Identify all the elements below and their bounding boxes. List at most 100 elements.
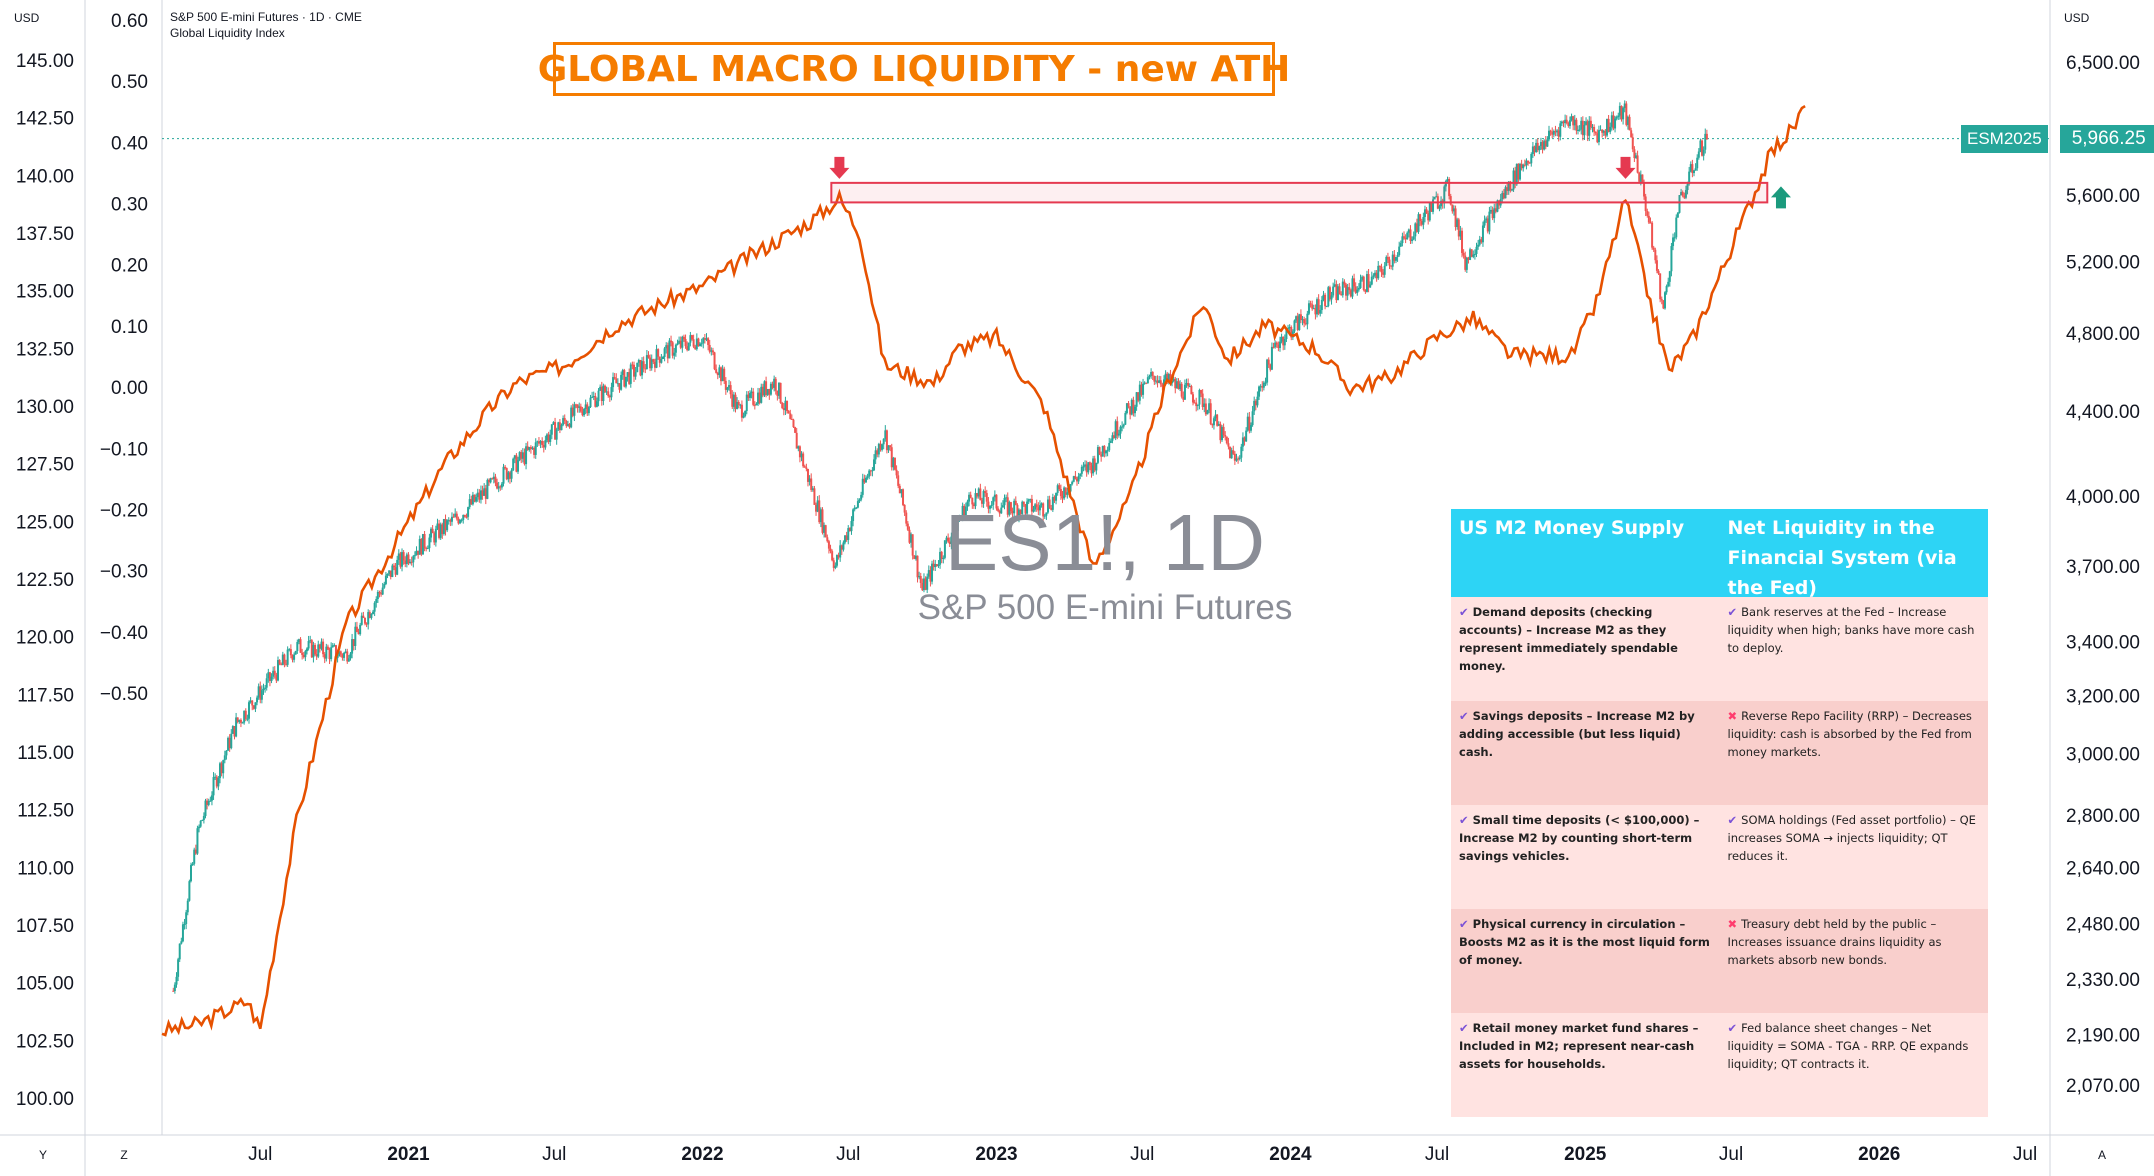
candle-body [1565, 119, 1568, 124]
candle-body [541, 441, 544, 446]
candle-body [1573, 119, 1576, 126]
liquidity-line [161, 104, 1806, 1037]
candle-body [850, 521, 853, 532]
candle-body [330, 647, 333, 660]
candle-body [639, 360, 642, 376]
y-button[interactable]: Y [39, 1148, 47, 1162]
candle-body [380, 593, 383, 595]
candle-body [821, 509, 824, 533]
candle-body [768, 388, 771, 395]
candle-body [1456, 219, 1459, 228]
left-outer-tick-label: 110.00 [17, 858, 74, 879]
candle-body [272, 670, 275, 677]
candle-body [1451, 204, 1454, 212]
candle-body [508, 472, 511, 479]
candle-body [1588, 120, 1591, 136]
candle-body [1071, 481, 1074, 485]
candle-body [1362, 276, 1365, 290]
candle-body [280, 664, 283, 666]
candle-body [864, 477, 867, 483]
candle-body [417, 550, 420, 555]
candle-body [363, 617, 366, 624]
candle-body [1575, 119, 1578, 131]
candle-body [478, 492, 481, 500]
left-outer-tick-label: 137.50 [16, 224, 74, 245]
candle-body [992, 497, 995, 505]
candle-body [351, 639, 354, 654]
z-button[interactable]: Z [120, 1148, 127, 1162]
candle-body [357, 632, 360, 635]
candle-body [238, 719, 241, 722]
candle-body [470, 499, 473, 505]
candle-body [1614, 118, 1617, 129]
candle-body [1372, 275, 1375, 277]
candle-body [1480, 239, 1483, 243]
left-outer-tick-label: 107.50 [16, 916, 74, 937]
candle-body [629, 364, 632, 384]
candle-body [1317, 299, 1320, 314]
table-body: ✔ Demand deposits (checking accounts) – … [1451, 597, 1988, 1117]
candle-body [314, 644, 317, 655]
candle-body [1212, 418, 1215, 426]
candle-body [291, 655, 294, 660]
candle-body [446, 520, 449, 531]
candle-body [1018, 509, 1021, 518]
table-cell-right: ✔ SOMA holdings (Fed asset portfolio) – … [1720, 805, 1989, 909]
a-button[interactable]: A [2098, 1148, 2106, 1162]
candle-body [1156, 380, 1159, 383]
candle-body [663, 348, 666, 357]
candle-body [468, 499, 471, 508]
candle-body [1649, 222, 1652, 224]
candle-body [1461, 230, 1464, 253]
candle-body [550, 424, 553, 435]
candle-body [343, 652, 346, 658]
candle-body [1103, 445, 1106, 454]
candle-body [750, 391, 753, 394]
candle-body [1140, 384, 1143, 395]
candle-body [1132, 399, 1135, 414]
candle-body [544, 440, 547, 448]
candle-body [1024, 504, 1027, 514]
candle-body [231, 726, 234, 734]
candle-body [1414, 223, 1417, 237]
candle-body [1008, 502, 1011, 515]
candle-body [252, 705, 255, 709]
candle-body [1520, 163, 1523, 169]
candle-body [897, 475, 900, 486]
candle-body [955, 518, 958, 532]
candle-body [860, 494, 863, 500]
candle-body [1319, 310, 1322, 314]
candle-body [256, 697, 259, 703]
candle-body [449, 520, 452, 522]
candle-body [372, 611, 375, 614]
candle-body [837, 555, 840, 558]
candle-body [1643, 182, 1646, 197]
candle-body [787, 411, 790, 414]
candle-body [690, 335, 693, 340]
candle-body [1686, 184, 1689, 191]
candle-body [987, 501, 990, 509]
candle-body [1596, 133, 1599, 143]
candle-body [702, 338, 705, 344]
candle-body [1230, 450, 1233, 459]
candle-body [399, 553, 402, 567]
candle-body [1506, 187, 1509, 191]
candle-body [1105, 450, 1107, 454]
candle-body [1254, 400, 1257, 406]
candle-body [1111, 435, 1114, 441]
candle-body [1034, 504, 1037, 510]
candle-body [1375, 272, 1378, 279]
candle-body [558, 422, 561, 431]
candle-body [1535, 142, 1538, 153]
candle-body [1359, 279, 1362, 288]
left-outer-tick-label: 112.50 [17, 801, 74, 822]
candle-body [624, 376, 627, 387]
candle-body [206, 800, 209, 805]
candle-body [1651, 222, 1654, 248]
candle-body [943, 540, 946, 558]
candle-body [215, 776, 218, 787]
candle-body [397, 553, 400, 560]
candle-body [441, 524, 444, 534]
candle-body [1646, 211, 1649, 216]
